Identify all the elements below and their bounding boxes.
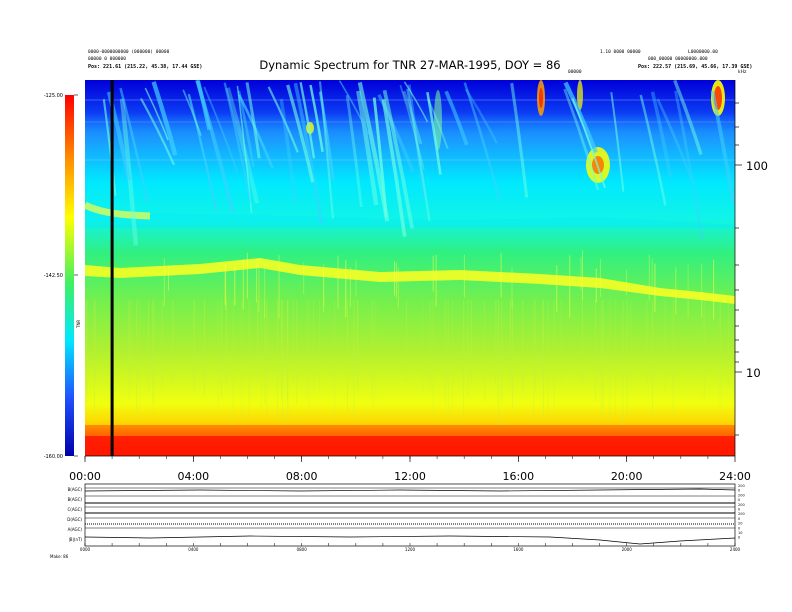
sub-x-tick-label: 1600 [513, 547, 524, 552]
spectrogram [83, 79, 736, 456]
x-tick-label: 16:00 [502, 470, 534, 483]
sub-right-tick: 20 [738, 522, 742, 526]
sub-right-tick: 0 [738, 526, 740, 530]
sub-x-tick-label: 0400 [188, 547, 199, 552]
sub-right-tick: 200 [738, 512, 745, 516]
trace-1 [84, 488, 736, 492]
sub-x-tick-label: 2400 [730, 547, 741, 552]
marker-line [110, 80, 114, 456]
y-tick-100: 100 [746, 159, 768, 173]
x-tick-label: 04:00 [177, 470, 209, 483]
sub-label-3: C(AGC) [68, 507, 83, 512]
sub-x-tick-label: 2000 [622, 547, 633, 552]
y-axis-right [734, 80, 742, 456]
header-info-right-2: L0000000.00 [688, 50, 718, 55]
x-tick-label: 20:00 [611, 470, 643, 483]
position-start: Pos: 221.61 (215.22, 45.38, 17.44 GSE) [88, 64, 203, 70]
sub-right-tick: 0 [738, 489, 740, 493]
header-info-right-3: 000_00000 00000000.000 [648, 57, 708, 62]
mid-label: 00000 [568, 70, 582, 75]
sub-x-tick-label: 1200 [405, 547, 416, 552]
sub-right-tick: 0 [738, 536, 740, 540]
colorbar-tick-top: -125.00 [44, 93, 63, 99]
sub-label-5: A(AGC) [68, 527, 83, 532]
colorbar [65, 95, 74, 456]
chart-title: Dynamic Spectrum for TNR 27-MAR-1995, DO… [259, 58, 561, 72]
x-tick-label: 12:00 [394, 470, 426, 483]
sub-label-6: |B|(nT) [68, 537, 82, 542]
header-info-right-1: 1.10 0000 00000 [600, 50, 641, 55]
colorbar-label: TNR [76, 320, 81, 329]
yellow-emission-band [85, 258, 735, 304]
x-tick-label: 00:00 [69, 470, 101, 483]
y-unit: kHz [738, 69, 747, 75]
sub-right-tick: 0 [738, 498, 740, 502]
sub-right-tick: 200 [738, 493, 745, 497]
sub-right-tick: 0 [738, 508, 740, 512]
colorbar-tick-bottom: -160.00 [44, 454, 63, 460]
header-info-left-1: 0000-0000000000 (000000) 00000 [88, 50, 170, 55]
sub-label-4: D(AGC) [67, 517, 82, 522]
trace-5 [84, 535, 736, 545]
sub-label-2: B(AGC) [68, 497, 83, 502]
x-axis: 00:00 04:00 08:00 12:00 16:00 20:00 24:00 [69, 455, 751, 483]
y-tick-10: 10 [746, 366, 761, 380]
position-end: Pos: 222.57 (215.69, 45.66, 17.39 GSE) [638, 64, 753, 70]
sub-right-tick: 0 [738, 517, 740, 521]
sub-right-tick: 200 [738, 484, 745, 488]
footer-label: Make: 86 [50, 554, 69, 559]
colorbar-tick-mid: -142.50 [44, 273, 63, 279]
sub-label-1: B(AGC) [68, 487, 83, 492]
sub-x-tick-label: 0000 [80, 547, 91, 552]
x-tick-label: 08:00 [286, 470, 318, 483]
sub-right-tick: 10 [738, 531, 742, 535]
header-info-left-2: 00000 0 000000 [88, 57, 126, 62]
sub-right-tick: 200 [738, 503, 745, 507]
sub-panels [84, 483, 736, 547]
sub-x-tick-label: 0800 [297, 547, 308, 552]
x-tick-label: 24:00 [719, 470, 751, 483]
